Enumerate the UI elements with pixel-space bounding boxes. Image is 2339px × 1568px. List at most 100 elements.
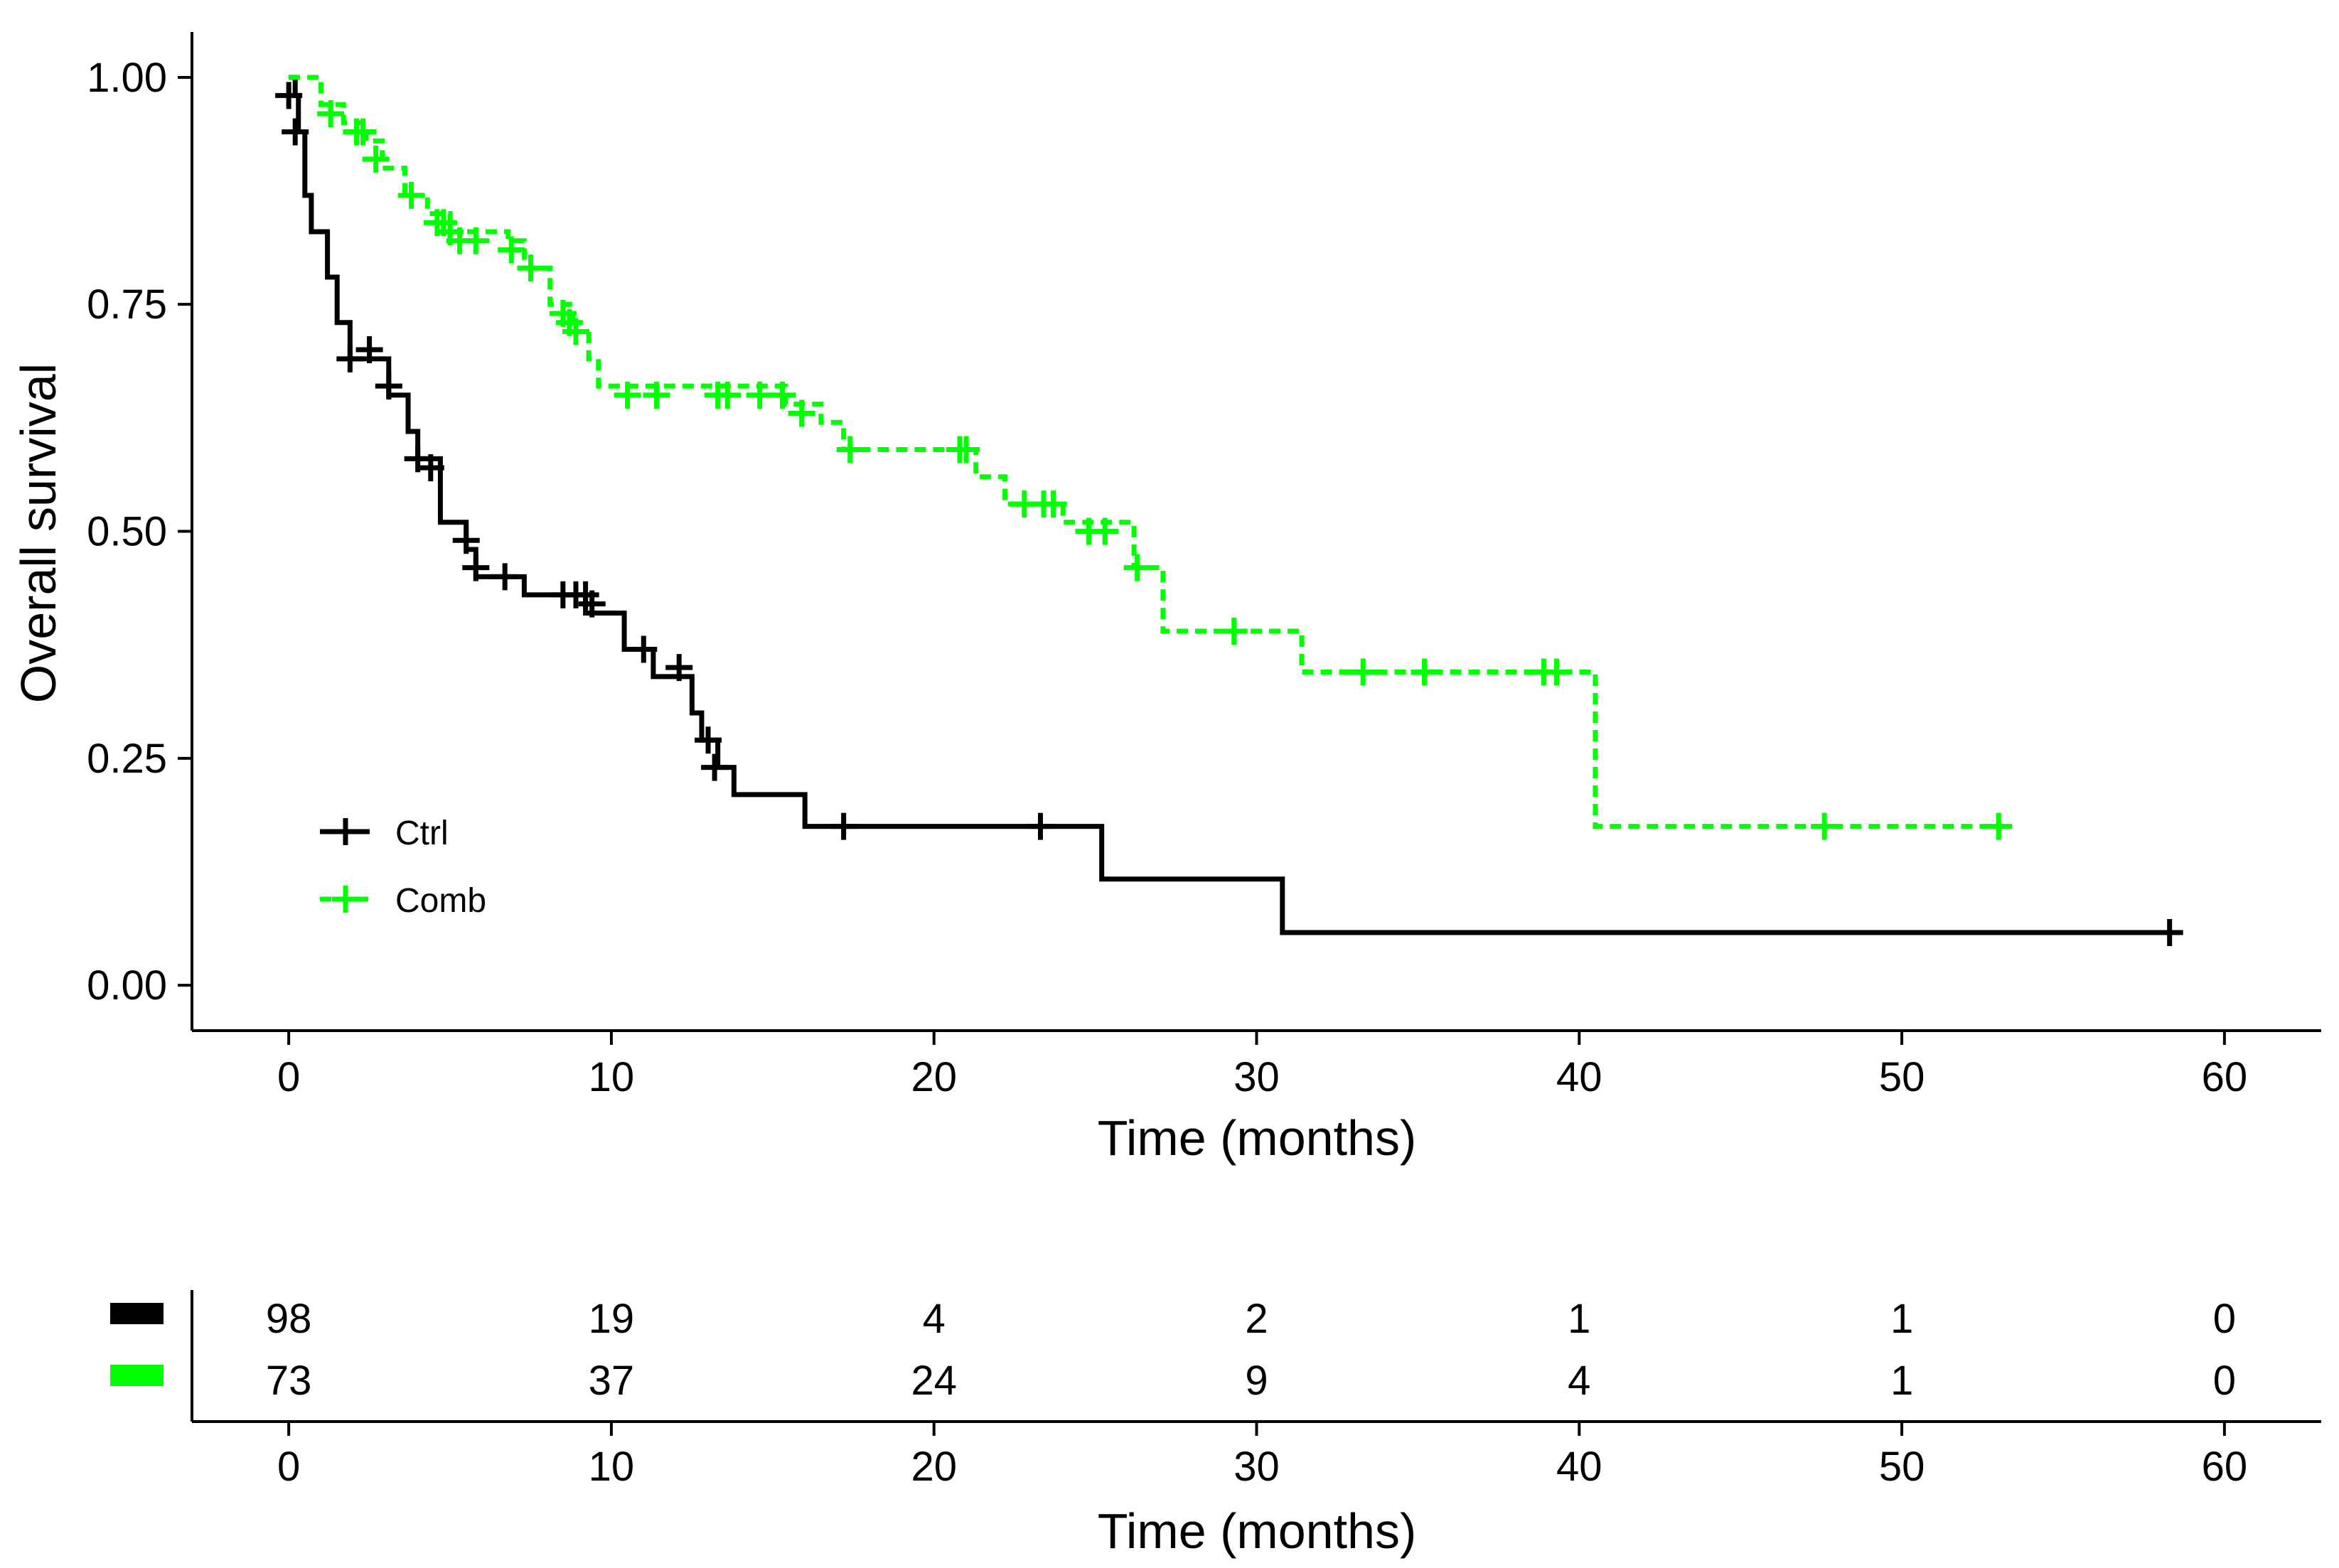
x-tick-label: 40 [1556, 1054, 1602, 1100]
censor-mark-comb [836, 436, 864, 463]
censor-marks-layer [275, 82, 2183, 947]
risk-value-comb: 0 [2213, 1358, 2236, 1404]
legend: Ctrl Comb [320, 815, 486, 920]
risk-table-panel: 98 19 4 2 1 1 073 37 24 9 4 1 0 0 10 20 30 40 50 60 Time (… [110, 1290, 2321, 1559]
risk-row-swatch-ctrl [110, 1303, 164, 1324]
censor-mark-ctrl [491, 563, 519, 591]
censor-mark-comb [517, 254, 545, 282]
risk-value-ctrl: 0 [2213, 1296, 2236, 1342]
censor-mark-comb [953, 436, 980, 463]
censor-mark-comb [788, 399, 815, 427]
risk-table-swatches [110, 1303, 164, 1386]
x-axis-ticks: 0 10 20 30 40 50 60 [277, 1031, 2247, 1100]
risk-x-tick-label: 40 [1556, 1444, 1602, 1490]
censor-mark-ctrl [275, 82, 303, 109]
legend-censor-key-comb [332, 886, 359, 913]
x-tick-label: 10 [589, 1054, 635, 1100]
series-layer [289, 75, 2176, 935]
x-axis-title: Time (months) [1098, 1110, 1417, 1166]
y-tick-label: 0.75 [87, 281, 167, 328]
censor-mark-comb [498, 236, 525, 264]
risk-value-ctrl: 2 [1245, 1296, 1268, 1342]
x-tick-label: 50 [1879, 1054, 1925, 1100]
y-tick-label: 0.50 [87, 509, 167, 555]
censor-mark-comb [462, 227, 490, 254]
x-tick-label: 0 [277, 1054, 300, 1100]
km-curve-ctrl [289, 75, 2176, 935]
legend-censor-key-ctrl [332, 818, 359, 845]
x-tick-label: 60 [2202, 1054, 2248, 1100]
censor-mark-comb [362, 145, 390, 173]
censor-mark-ctrl [355, 336, 383, 364]
censor-mark-comb [1349, 658, 1377, 686]
risk-value-comb: 1 [1890, 1358, 1913, 1404]
censor-mark-comb [1411, 658, 1438, 686]
legend-label-ctrl: Ctrl [395, 815, 449, 852]
risk-value-ctrl: 1 [1890, 1296, 1913, 1342]
censor-mark-ctrl [701, 753, 729, 781]
risk-value-comb: 24 [911, 1358, 957, 1404]
risk-value-ctrl: 4 [923, 1296, 946, 1342]
risk-x-tick-label: 10 [589, 1444, 635, 1490]
y-axis-ticks: 0.00 0.25 0.50 0.75 1.00 [87, 55, 192, 1009]
censor-mark-comb [1543, 658, 1570, 686]
censor-mark-ctrl [282, 118, 309, 146]
censor-mark-comb [746, 381, 774, 409]
censor-mark-ctrl [665, 654, 693, 682]
censor-mark-comb [1039, 490, 1067, 518]
risk-value-comb: 9 [1245, 1358, 1268, 1404]
censor-mark-ctrl [336, 345, 364, 372]
risk-x-tick-label: 50 [1879, 1444, 1925, 1490]
km-curve-comb [289, 75, 1999, 829]
legend-label-comb: Comb [395, 882, 486, 920]
risk-x-tick-label: 0 [277, 1444, 300, 1490]
risk-value-comb: 4 [1568, 1358, 1590, 1404]
censor-mark-comb [643, 381, 670, 409]
censor-mark-comb [317, 100, 345, 127]
censor-mark-ctrl [452, 527, 480, 554]
risk-x-tick-label: 60 [2202, 1444, 2248, 1490]
censor-mark-comb [1123, 554, 1151, 581]
censor-mark-ctrl [375, 372, 402, 400]
risk-value-comb: 37 [589, 1358, 635, 1404]
censor-mark-comb [614, 381, 641, 409]
censor-mark-ctrl [578, 590, 606, 618]
y-tick-label: 0.00 [87, 962, 167, 1009]
x-tick-label: 30 [1233, 1054, 1280, 1100]
y-tick-label: 0.25 [87, 736, 167, 782]
censor-mark-comb [1220, 618, 1248, 645]
censor-mark-ctrl [1027, 812, 1054, 840]
risk-x-tick-label: 30 [1233, 1444, 1280, 1490]
censor-mark-ctrl [830, 812, 857, 840]
censor-mark-comb [1091, 517, 1119, 545]
y-tick-label: 1.00 [87, 55, 167, 101]
risk-value-comb: 73 [266, 1358, 312, 1404]
legend-item-ctrl: Ctrl [320, 815, 449, 852]
legend-item-comb: Comb [320, 882, 486, 920]
censor-mark-comb [769, 381, 796, 409]
risk-table-values: 98 19 4 2 1 1 0 73 37 24 9 4 1 0 [266, 1296, 2236, 1404]
censor-mark-ctrl [695, 726, 722, 754]
risk-value-ctrl: 98 [266, 1296, 312, 1342]
censor-mark-ctrl [462, 554, 490, 581]
risk-row-swatch-comb [110, 1365, 164, 1386]
censor-mark-comb [349, 118, 377, 146]
risk-value-ctrl: 1 [1568, 1296, 1590, 1342]
censor-mark-comb [1985, 812, 2013, 840]
censor-mark-comb [1811, 812, 1838, 840]
km-plot-panel: 0.00 0.25 0.50 0.75 1.00 0 10 20 30 40 50 60 Overa… [11, 32, 2321, 1166]
risk-value-ctrl: 19 [589, 1296, 635, 1342]
censor-mark-comb [714, 381, 742, 409]
censor-mark-ctrl [630, 635, 658, 663]
risk-table-x-ticks: 0 10 20 30 40 50 60 [277, 1422, 2247, 1490]
censor-mark-ctrl [2156, 919, 2183, 947]
x-tick-label: 20 [911, 1054, 957, 1100]
censor-mark-ctrl [417, 454, 444, 482]
risk-x-tick-label: 20 [911, 1444, 957, 1490]
risk-table-x-axis-title: Time (months) [1098, 1503, 1417, 1559]
censor-mark-comb [562, 318, 590, 345]
y-axis-title: Overall survival [11, 363, 66, 703]
censor-mark-comb [397, 181, 425, 209]
